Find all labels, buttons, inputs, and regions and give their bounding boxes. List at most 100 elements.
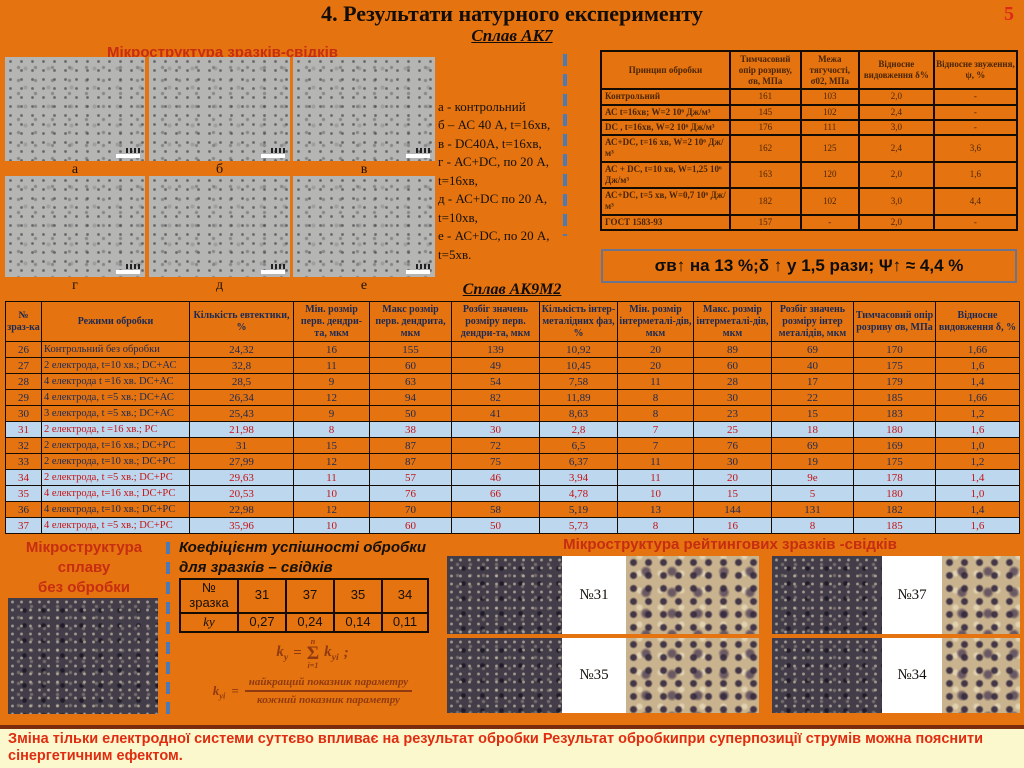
cell: 76	[369, 485, 452, 503]
table-row: АС+DC, t=5 хв, W=0,7 10⁶ Дж/м³ 182 102 3,0 4…	[600, 187, 1019, 216]
micrograph-label: д	[215, 278, 224, 293]
cell: 183	[853, 405, 936, 423]
cell: 175	[853, 453, 936, 471]
cell: 2,0	[857, 213, 935, 231]
cell: 11	[293, 469, 370, 487]
micrograph-cell: д	[149, 176, 290, 294]
rating-panel-31: №31	[447, 556, 759, 634]
cell: 94	[369, 389, 452, 407]
scale-bar	[261, 264, 285, 274]
cell: 169	[853, 437, 936, 455]
cell: 29	[5, 389, 42, 407]
micrograph-image	[626, 556, 759, 634]
cell: 28	[693, 373, 772, 391]
cell: 7	[617, 421, 694, 439]
micrograph-label: б	[215, 162, 224, 177]
cell: 15	[693, 485, 772, 503]
cell: 30	[693, 453, 772, 471]
column-header: Принцип обробки	[600, 49, 731, 91]
cell: 60	[369, 517, 452, 535]
legend-line: е - АС+DC, по 20 А,	[438, 228, 550, 244]
table-row-highlighted: 35 4 електрода, t=16 хв.; DC+РС 20,53 10 76 6…	[5, 485, 1020, 503]
column-header: Відносне видовження δ, %	[935, 300, 1020, 343]
scale-bar	[261, 148, 285, 158]
cell: 179	[853, 373, 936, 391]
cell: 20	[617, 357, 694, 375]
legend-line: д - АС+DC по 20 А,	[438, 191, 548, 207]
cell: 1,2	[935, 405, 1020, 423]
dashed-divider-top	[563, 54, 567, 236]
micrograph-label: в	[360, 162, 368, 177]
cell: 0,11	[381, 611, 429, 633]
cell: 157	[728, 213, 802, 231]
cell: 11	[617, 373, 694, 391]
cell: 180	[853, 421, 936, 439]
cell: 31	[237, 578, 287, 614]
cell: -	[932, 118, 1019, 137]
cell: 7,58	[539, 373, 618, 391]
sample-label: №31	[562, 556, 626, 634]
cell: 60	[693, 357, 772, 375]
cell: 37	[5, 517, 42, 535]
cell: DC , t=16хв, W=2 10⁶ Дж/м³	[600, 118, 731, 137]
cell: 46	[451, 469, 540, 487]
micrograph-image	[447, 638, 562, 713]
micrograph-image	[626, 638, 759, 713]
cell: 70	[369, 501, 452, 519]
cell: 63	[369, 373, 452, 391]
fraction-formula: kуі = найкращий показник параметру кожни…	[185, 676, 440, 706]
cell: 31	[5, 421, 42, 439]
ak9m2-results-table: № зраз-ка Режими обробки Кількість евтекти…	[5, 300, 1020, 535]
cell: 20	[693, 469, 772, 487]
cell: 1,6	[935, 421, 1020, 439]
coefficient-table: № зразка 31 37 35 34 kу 0,27 0,24 0,14 0,11	[179, 578, 429, 633]
success-coefficient-formula: kу = n Σ i=1 kуі ; kуі = найкращий показ…	[185, 637, 440, 706]
cell: 11	[617, 469, 694, 487]
cell: 89	[693, 341, 772, 359]
column-header: Розбіг значень розміру перв. дендри-та, …	[451, 300, 540, 343]
cell: 7	[617, 437, 694, 455]
cell: 22	[771, 389, 854, 407]
table-row: АС + DC, t=10 хв, W=1,25 10⁶ Дж/м³ 163 120…	[600, 160, 1019, 190]
cell: 50	[451, 517, 540, 535]
cell: 41	[451, 405, 540, 423]
legend-line: а - контрольний	[438, 99, 526, 114]
page-title: 4. Результати натурного експерименту	[321, 1, 703, 26]
cell: 17	[771, 373, 854, 391]
cell: 4 електрода, t =5 хв.; DC+РС	[41, 517, 190, 535]
coefficient-title: Коефіцієнт успішності обробки для зразкі…	[179, 538, 441, 577]
table-row: 29 4 електрода, t =5 хв.; DC+АС 26,34 12 94 8…	[5, 389, 1020, 407]
cell: 23	[693, 405, 772, 423]
cell: 35	[333, 578, 383, 614]
cell: 36	[5, 501, 42, 519]
cell: 2 електрода, t=10 хв.; DC+АС	[41, 357, 190, 375]
cell: 2 електрода, t =5 хв.; DC+РС	[41, 469, 190, 487]
dashed-divider-bottom	[166, 542, 170, 718]
cell: 26,34	[189, 389, 294, 407]
cell: № зразка	[179, 578, 239, 614]
cell: 5,73	[539, 517, 618, 535]
cell: 8	[617, 405, 694, 423]
micrograph-image	[447, 556, 562, 634]
cell: 9е	[771, 469, 854, 487]
cell: 5	[771, 485, 854, 503]
cell: -	[932, 103, 1019, 121]
cell: 1,4	[935, 469, 1020, 487]
conclusion-banner: Зміна тільки електродної системи суттєво…	[0, 725, 1024, 768]
legend-line: б – АС 40 А, t=16хв,	[438, 117, 551, 133]
cell: 6,5	[539, 437, 618, 455]
scale-bar	[406, 148, 430, 158]
cell: 0,14	[333, 611, 383, 633]
cell: 4,4	[932, 187, 1019, 216]
cell: Контрольний	[600, 88, 731, 106]
fraction: найкращий показник параметру кожний пока…	[244, 676, 413, 706]
cell: 54	[451, 373, 540, 391]
cell: АС t=16хв; W=2 10⁶ Дж/м³	[600, 103, 731, 121]
cell: 40	[771, 357, 854, 375]
cell: 182	[728, 187, 802, 216]
micrograph-cell: а	[5, 57, 145, 178]
cell: 35,96	[189, 517, 294, 535]
cell: 24,32	[189, 341, 294, 359]
cell: 87	[369, 453, 452, 471]
cell: 170	[853, 341, 936, 359]
